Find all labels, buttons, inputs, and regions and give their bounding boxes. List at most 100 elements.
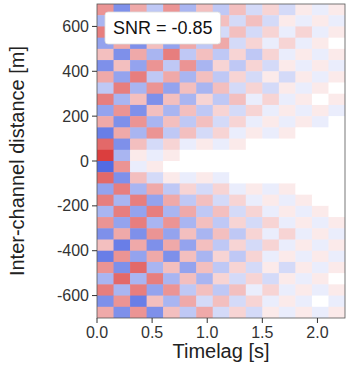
cell — [328, 195, 345, 207]
cell — [163, 273, 180, 285]
cell — [163, 94, 180, 106]
cell — [229, 49, 246, 61]
cell — [130, 127, 147, 139]
cell — [180, 262, 197, 274]
cell — [147, 161, 164, 173]
cell — [97, 284, 114, 296]
cell — [180, 105, 197, 117]
cell — [180, 139, 197, 151]
cell — [229, 116, 246, 128]
y-axis-title: Inter-channel distance [m] — [6, 46, 28, 276]
cell — [295, 15, 312, 27]
cell — [97, 296, 114, 308]
cell — [312, 307, 329, 318]
cell — [279, 83, 296, 95]
cell — [279, 38, 296, 50]
cell — [262, 150, 279, 162]
cell — [97, 172, 114, 184]
cell — [97, 307, 114, 318]
cell — [196, 49, 213, 61]
cell — [262, 38, 279, 50]
cell — [180, 116, 197, 128]
x-axis-title: Timelag [s] — [172, 340, 269, 362]
cell — [196, 183, 213, 195]
cell — [312, 94, 329, 106]
frame — [97, 4, 345, 318]
cell — [295, 49, 312, 61]
cell — [328, 251, 345, 263]
cell — [262, 127, 279, 139]
cell — [229, 240, 246, 252]
cell — [279, 71, 296, 83]
cell — [163, 183, 180, 195]
cell — [114, 240, 131, 252]
cell — [328, 127, 345, 139]
cell — [279, 172, 296, 184]
cell — [97, 240, 114, 252]
cell — [196, 228, 213, 240]
cell — [147, 296, 164, 308]
cell — [196, 217, 213, 229]
cell — [130, 251, 147, 263]
cell — [163, 284, 180, 296]
cell — [328, 262, 345, 274]
cell — [213, 150, 230, 162]
cell — [130, 217, 147, 229]
cell — [114, 172, 131, 184]
cell — [196, 172, 213, 184]
cell — [328, 139, 345, 151]
cell — [328, 60, 345, 72]
cell — [114, 60, 131, 72]
cell — [97, 49, 114, 61]
cell — [262, 26, 279, 38]
cell — [312, 183, 329, 195]
cell — [213, 60, 230, 72]
annotation: SNR = -0.85 — [113, 18, 213, 38]
cell — [147, 127, 164, 139]
cell — [262, 116, 279, 128]
cell — [328, 284, 345, 296]
cell — [279, 26, 296, 38]
cell — [262, 94, 279, 106]
cell — [213, 172, 230, 184]
cell — [295, 26, 312, 38]
cell — [147, 251, 164, 263]
cell — [163, 49, 180, 61]
cell — [196, 60, 213, 72]
cell — [114, 273, 131, 285]
cell — [213, 240, 230, 252]
cell — [114, 116, 131, 128]
cell — [328, 83, 345, 95]
cell — [246, 195, 263, 207]
cell — [114, 251, 131, 263]
cell — [229, 94, 246, 106]
cell — [312, 49, 329, 61]
cell — [328, 172, 345, 184]
cell — [163, 150, 180, 162]
cell — [328, 105, 345, 117]
x-tick — [317, 318, 318, 323]
cell — [295, 228, 312, 240]
cell — [262, 161, 279, 173]
cell — [130, 273, 147, 285]
cell — [97, 94, 114, 106]
x-tick — [262, 318, 263, 323]
cell — [312, 284, 329, 296]
cell — [180, 228, 197, 240]
y-tick — [92, 205, 97, 206]
cell — [262, 307, 279, 318]
cell — [114, 94, 131, 106]
cell — [213, 127, 230, 139]
cell — [246, 307, 263, 318]
cell — [229, 105, 246, 117]
y-tick-label: 400 — [62, 63, 89, 80]
cell — [213, 262, 230, 274]
cell — [229, 4, 246, 16]
cell — [279, 307, 296, 318]
cell — [262, 49, 279, 61]
y-tick-label: 200 — [62, 108, 89, 125]
y-tick — [92, 161, 97, 162]
cell — [246, 139, 263, 151]
cell — [262, 71, 279, 83]
cell — [312, 71, 329, 83]
